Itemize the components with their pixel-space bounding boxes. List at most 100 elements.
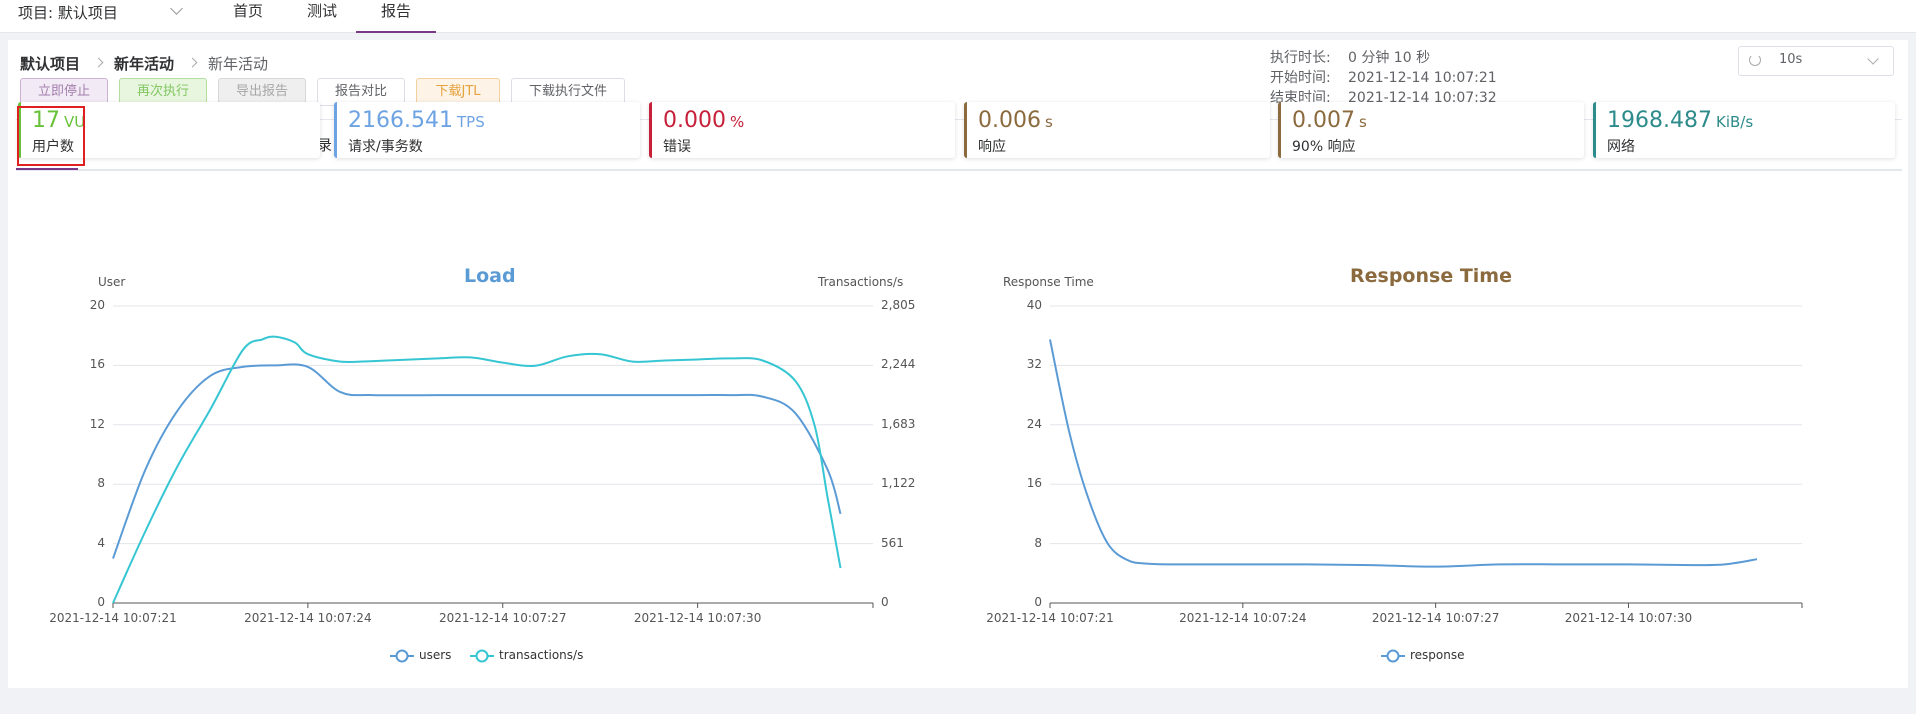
highlight-box [17, 106, 85, 166]
response-chart-title: Response Time [1350, 265, 1512, 287]
x-tick-label: 2021-12-14 10:07:24 [244, 611, 372, 625]
legend-label-users: users [419, 648, 452, 662]
duration-label: 执行时长: [1270, 50, 1331, 66]
y-tick-label: 0 [97, 595, 105, 609]
metric-label: 请求/事务数 [348, 139, 423, 155]
response-y-title: Response Time [1003, 275, 1094, 289]
breadcrumb-report: 新年活动 [208, 55, 269, 73]
metric-number: 17 [32, 108, 60, 133]
legend-marker-circle [1386, 649, 1400, 663]
tabs-baseline [16, 169, 1902, 171]
nav-home[interactable]: 首页 [232, 2, 263, 20]
legend-label-transactionss: transactions/s [499, 648, 584, 662]
metric-value: 17 VU [32, 108, 85, 133]
metric-label: 响应 [978, 139, 1006, 155]
load-chart-title: Load [464, 265, 516, 287]
compare-report-button[interactable]: 报告对比 [317, 78, 405, 106]
load-y-right-title: Transactions/s [818, 275, 904, 289]
metric-value: 2166.541 TPS [348, 108, 485, 133]
project-selector[interactable]: 项目: 默认项目 [18, 2, 118, 23]
load-y-left-title: User [98, 275, 126, 289]
metric-label: 错误 [663, 139, 691, 155]
y-right-tick-label: 1,122 [881, 476, 916, 491]
y-tick-label: 8 [1034, 535, 1042, 550]
metric-number: 0.006 [978, 108, 1041, 133]
breadcrumb-project[interactable]: 默认项目 [20, 55, 81, 73]
y-right-tick-label: 561 [881, 535, 904, 550]
series-line-response [1049, 339, 1758, 568]
nav-report[interactable]: 报告 [356, 0, 436, 33]
nav-test[interactable]: 测试 [306, 2, 337, 20]
breadcrumb-scenario[interactable]: 新年活动 [114, 55, 175, 73]
metric-value: 1968.487 KiB/s [1607, 108, 1753, 133]
metric-tps: 2166.541 TPS 请求/事务数 [334, 102, 640, 158]
metric-label: 用户数 [32, 139, 74, 155]
legend-marker-circle [475, 649, 489, 663]
x-tick-label: 2021-12-14 10:07:21 [49, 611, 177, 625]
metric-value: 0.006 s [978, 108, 1053, 133]
refresh-interval-select[interactable]: 10s [1738, 46, 1894, 76]
x-tick-label: 2021-12-14 10:07:27 [439, 611, 567, 625]
y-tick-label: 0 [1034, 595, 1042, 609]
metric-unit: TPS [456, 113, 485, 131]
y-tick-label: 8 [97, 476, 105, 491]
metric-value: 0.000% [663, 108, 744, 133]
start-value: 2021-12-14 10:07:21 [1348, 70, 1497, 86]
divider [16, 119, 1902, 120]
metric-response-90: 0.007 s 90% 响应 [1278, 102, 1584, 158]
x-tick-label: 2021-12-14 10:07:24 [1179, 611, 1307, 625]
y-right-tick-label: 2,805 [881, 298, 916, 312]
start-time-info: 开始时间: 2021-12-14 10:07:21 [1270, 67, 1497, 87]
duration-value: 0 分钟 10 秒 [1348, 50, 1431, 66]
metric-network: 1968.487 KiB/s 网络 [1593, 102, 1895, 158]
x-tick-label: 2021-12-14 10:07:30 [1564, 611, 1693, 625]
x-tick-label: 2021-12-14 10:07:30 [633, 611, 762, 625]
metric-errors: 0.000% 错误 [649, 102, 955, 158]
stop-button[interactable]: 立即停止 [20, 78, 108, 106]
metric-unit: KiB/s [1715, 113, 1754, 131]
metric-unit: s [1358, 113, 1367, 131]
metric-number: 1968.487 [1607, 108, 1712, 133]
metric-response: 0.006 s 响应 [964, 102, 1270, 158]
metric-number: 0.007 [1292, 108, 1355, 133]
x-tick-label: 2021-12-14 10:07:21 [986, 611, 1114, 625]
y-tick-label: 24 [1026, 416, 1042, 431]
y-right-tick-label: 0 [881, 595, 889, 609]
y-tick-label: 12 [89, 416, 105, 431]
series-line-transactionss [112, 335, 842, 604]
start-label: 开始时间: [1270, 70, 1331, 86]
y-tick-label: 4 [97, 535, 105, 550]
x-tick-label: 2021-12-14 10:07:27 [1371, 611, 1500, 625]
rerun-button[interactable]: 再次执行 [119, 78, 207, 106]
y-right-tick-label: 2,244 [881, 357, 916, 372]
report-card: 默认项目 新年活动 新年活动 立即停止 再次执行 导出报告 报告对比 下载JTL… [8, 40, 1908, 688]
metric-label: 90% 响应 [1292, 139, 1356, 155]
metric-unit: s [1044, 113, 1053, 131]
y-tick-label: 20 [89, 298, 105, 312]
refresh-interval-value: 10s [1779, 52, 1803, 67]
export-report-button[interactable]: 导出报告 [218, 78, 306, 106]
metric-users: 17 VU 用户数 [18, 102, 320, 158]
refresh-icon [1749, 54, 1761, 66]
metric-number: 2166.541 [348, 108, 453, 133]
legend-label-response: response [1410, 648, 1465, 662]
metric-number: 0.000 [663, 108, 726, 133]
series-line-users [112, 363, 842, 559]
download-jtl-button[interactable]: 下载JTL [416, 78, 500, 106]
y-tick-label: 32 [1026, 357, 1042, 372]
metric-label: 网络 [1607, 139, 1635, 155]
top-bar: 项目: 默认项目 首页 测试 报告 [0, 0, 1916, 33]
y-tick-label: 16 [1026, 476, 1042, 491]
metric-value: 0.007 s [1292, 108, 1367, 133]
y-tick-label: 40 [1026, 298, 1042, 312]
project-selector-label: 项目: 默认项目 [18, 4, 118, 22]
duration-info: 执行时长: 0 分钟 10 秒 [1270, 47, 1430, 67]
active-tab-indicator [16, 168, 78, 170]
metric-unit: % [729, 113, 745, 131]
legend-marker-circle [395, 649, 409, 663]
metric-unit: VU [64, 113, 86, 131]
y-tick-label: 16 [89, 357, 105, 372]
y-right-tick-label: 1,683 [881, 416, 916, 431]
